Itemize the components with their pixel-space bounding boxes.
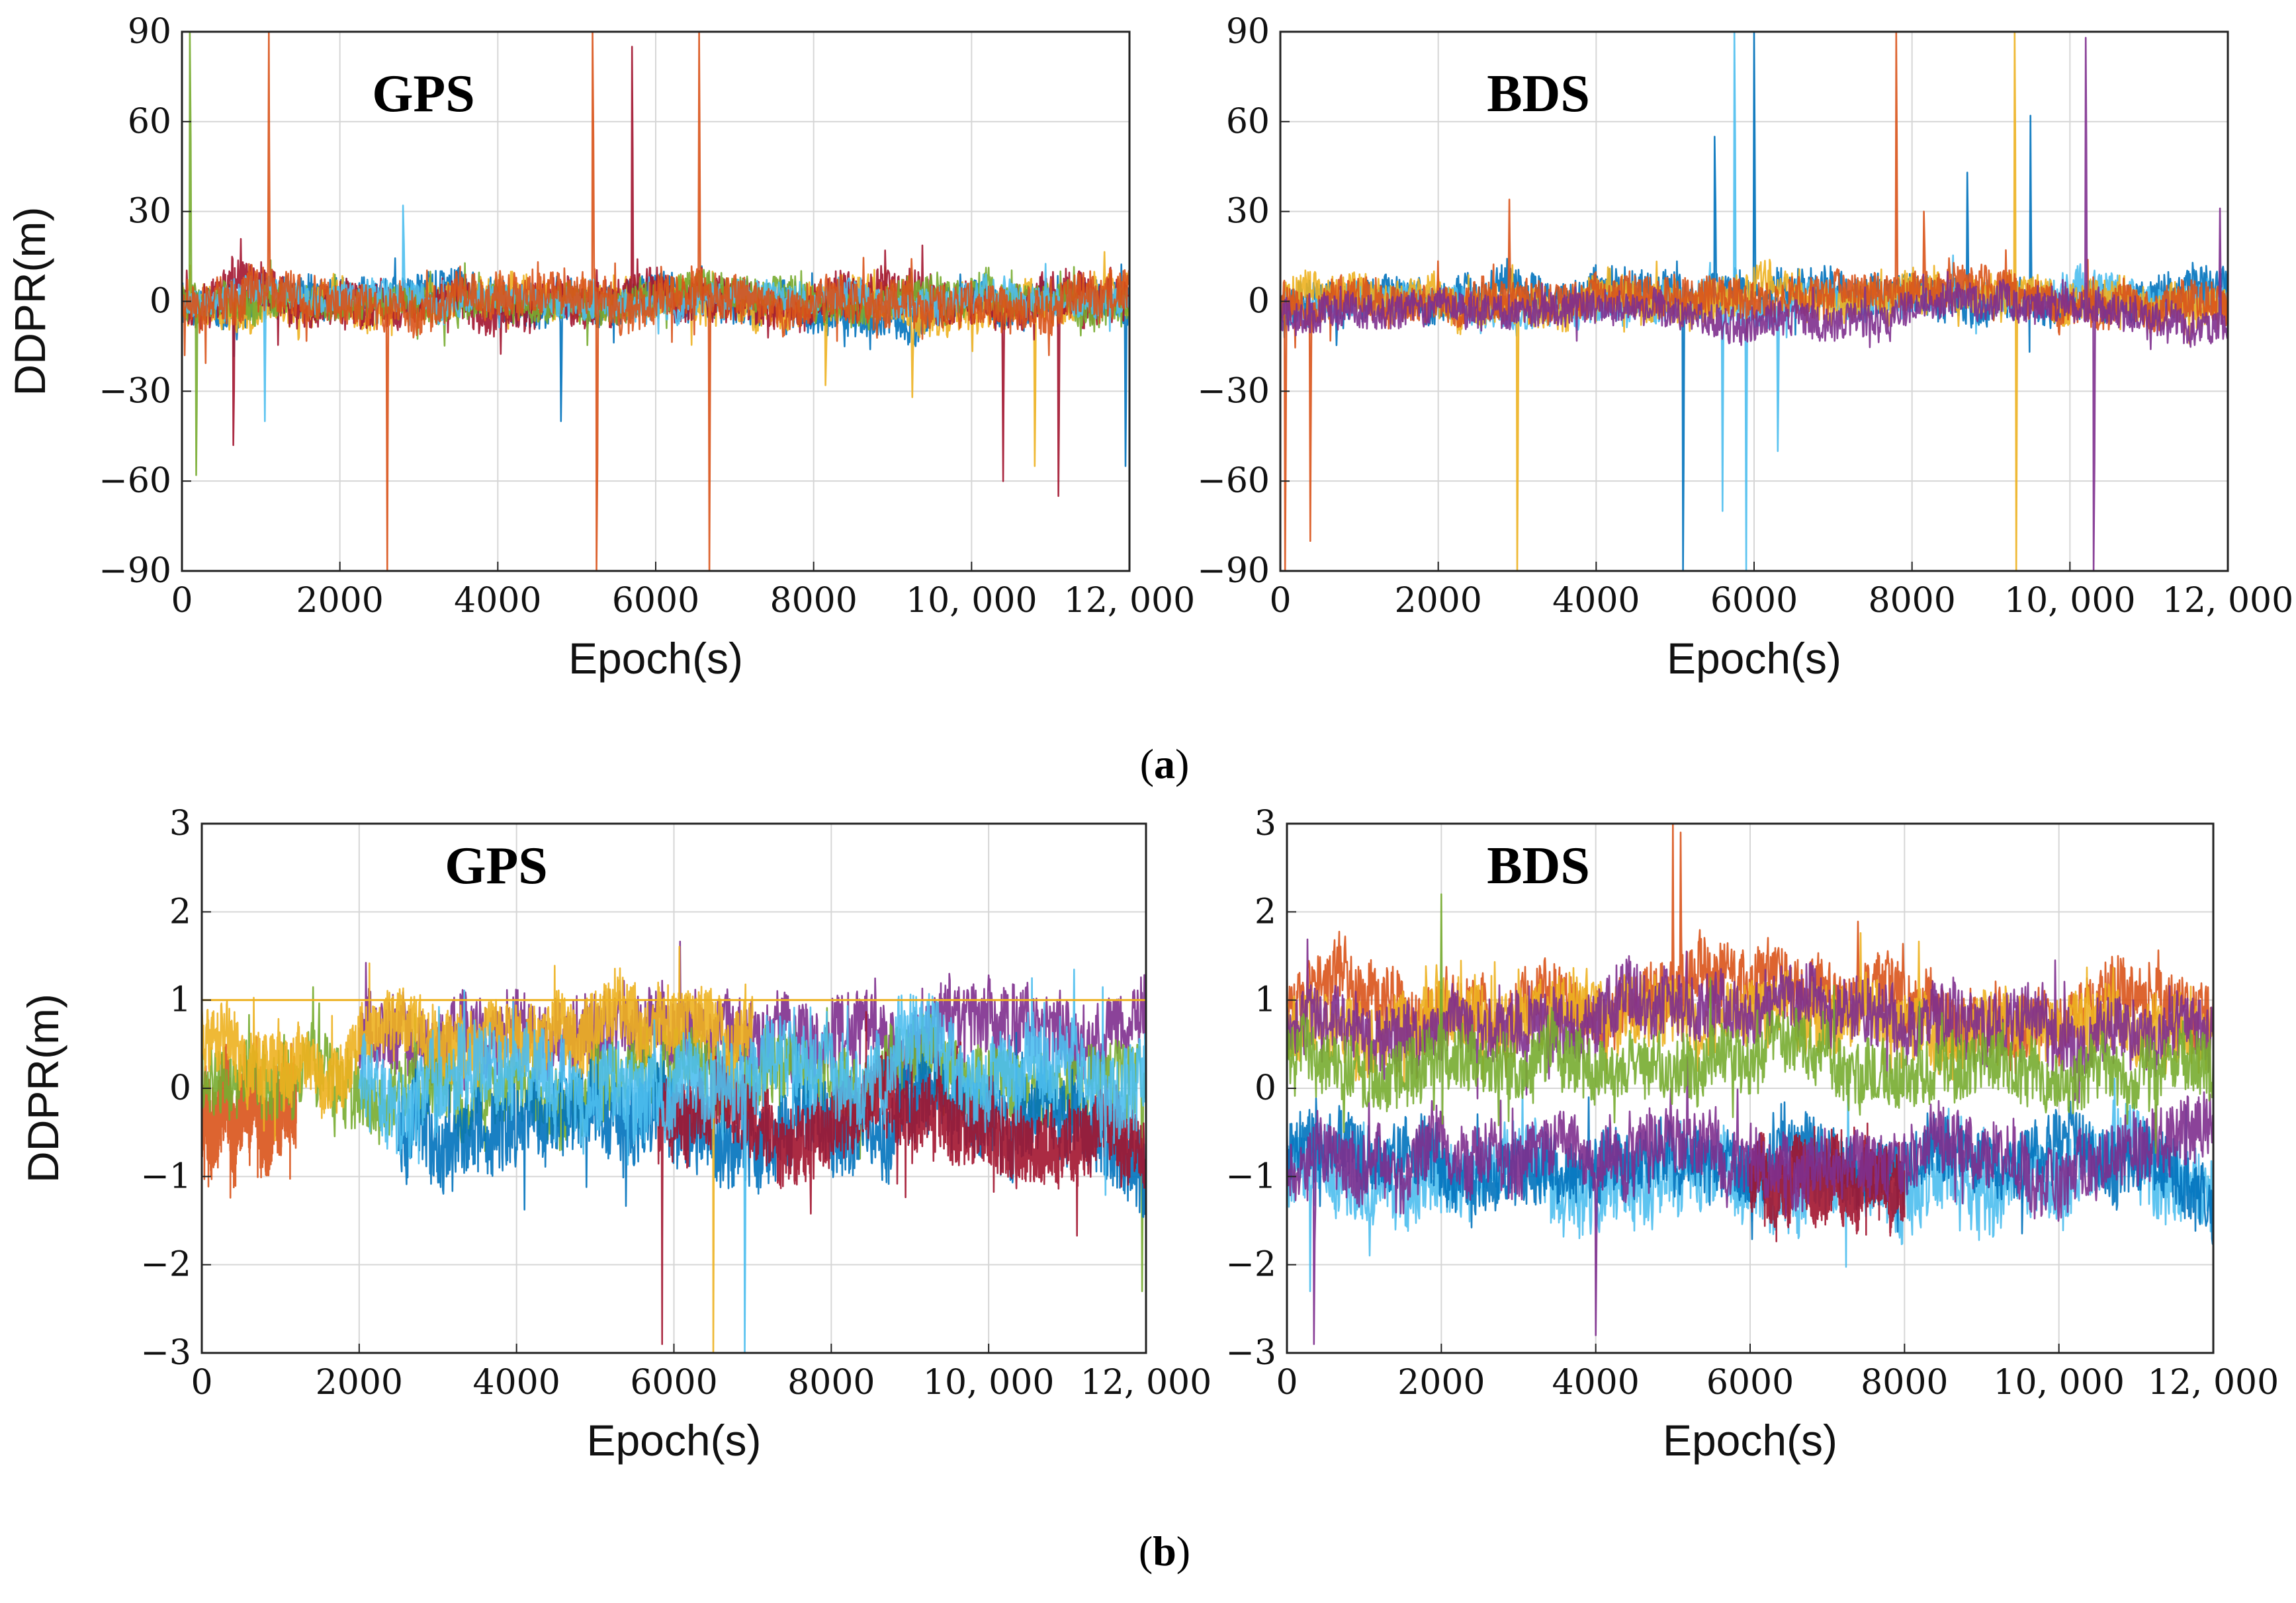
panel-title: GPS (372, 65, 475, 123)
x-tick-label-2: 4000 (1552, 581, 1640, 621)
series-sat-5 (1280, 36, 2228, 571)
caption-a: (a) (1140, 740, 1190, 787)
y-tick-label-1: −2 (1225, 1245, 1276, 1285)
x-axis-label: Epoch(s) (568, 634, 743, 683)
x-axis-label: Epoch(s) (586, 1416, 761, 1465)
y-tick-label-4: 30 (1226, 192, 1270, 232)
y-tick-label-4: 1 (1255, 980, 1276, 1020)
x-tick-label-3: 6000 (1706, 1363, 1794, 1403)
y-tick-label-6: 90 (128, 12, 171, 52)
y-tick-label-3: 0 (1248, 282, 1270, 322)
chart-b-gps: 0 2000 4000 6000 8000 10, 000 12, 000 −3 −2 −1 0 1 2… (19, 804, 1212, 1465)
y-tick-label-1: −60 (1197, 461, 1270, 501)
chart-b-bds: 0 2000 4000 6000 8000 10, 000 12, 000 −3 −2 −1 0 1 2… (1225, 804, 2279, 1465)
x-tick-label-3: 6000 (630, 1363, 717, 1403)
x-tick-label-4: 8000 (787, 1363, 875, 1403)
y-tick-label-1: −2 (140, 1245, 191, 1285)
series-sat-7 (1287, 1056, 2213, 1345)
caption-a-letter: a (1154, 740, 1175, 787)
panels: 0 2000 4000 6000 8000 10, 000 12, 000−90−60−30… (5, 12, 2293, 1465)
series-sat-7 (358, 969, 1146, 1353)
y-tick-label-2: −30 (1197, 371, 1270, 411)
caption-a-close: ) (1175, 740, 1189, 787)
x-axis-label: Epoch(s) (1667, 634, 1841, 683)
x-tick-label-3: 6000 (612, 581, 699, 621)
caption-b-open: ( (1139, 1528, 1153, 1575)
x-tick-label-5: 10, 000 (923, 1363, 1054, 1403)
series-sat-8 (1287, 893, 2213, 1154)
y-tick-label-3: 0 (169, 1068, 191, 1108)
y-tick-label-3: 0 (150, 282, 171, 322)
x-tick-label-4: 8000 (770, 581, 857, 621)
y-tick-label-5: 60 (1226, 102, 1270, 142)
x-tick-label-5: 10, 000 (906, 581, 1037, 621)
y-tick-label-0: −3 (140, 1333, 191, 1373)
y-axis-label: DDPR(m) (5, 207, 54, 396)
y-tick-label-4: 1 (169, 980, 191, 1020)
x-tick-label-0: 0 (1269, 581, 1291, 621)
series-sat-6 (182, 32, 1129, 571)
x-tick-label-3: 6000 (1710, 581, 1798, 621)
y-tick-label-3: 0 (1255, 1068, 1276, 1108)
y-tick-label-2: −30 (99, 371, 171, 411)
y-tick-label-6: 90 (1226, 12, 1270, 52)
y-tick-label-6: 3 (1255, 804, 1276, 844)
y-tick-label-2: −1 (140, 1156, 191, 1196)
series-sat-1 (202, 1036, 297, 1199)
y-tick-label-2: −1 (1225, 1156, 1276, 1196)
panel-title: GPS (445, 837, 548, 895)
caption-a-open: ( (1140, 740, 1154, 787)
x-tick-label-2: 4000 (1552, 1363, 1639, 1403)
x-tick-label-5: 10, 000 (2004, 581, 2135, 621)
y-tick-label-0: −90 (99, 551, 171, 591)
series-group (1287, 824, 2213, 1345)
x-tick-label-6: 12, 000 (2162, 581, 2293, 621)
x-tick-label-0: 0 (1276, 1363, 1298, 1403)
x-tick-label-2: 4000 (454, 581, 541, 621)
caption-b: (b) (1139, 1528, 1190, 1575)
y-axis-label: DDPR(m) (19, 994, 67, 1183)
x-tick-label-1: 2000 (1394, 581, 1481, 621)
series-group (182, 32, 1129, 571)
caption-b-close: ) (1176, 1528, 1190, 1575)
chart-a-bds: 0 2000 4000 6000 8000 10, 000 12, 000 −90 −60 −30… (1197, 12, 2293, 683)
x-tick-label-1: 2000 (316, 1363, 403, 1403)
y-tick-label-5: 2 (169, 892, 191, 931)
series-group (202, 940, 1146, 1353)
panel-title: BDS (1487, 837, 1590, 895)
y-tick-label-5: 2 (1255, 892, 1276, 931)
y-tick-label-5: 60 (128, 102, 171, 142)
x-tick-label-4: 8000 (1861, 1363, 1948, 1403)
y-tick-label-0: −90 (1197, 551, 1270, 591)
x-tick-label-5: 10, 000 (1993, 1363, 2124, 1403)
y-tick-label-0: −3 (1225, 1333, 1276, 1373)
x-tick-label-4: 8000 (1868, 581, 1955, 621)
series-sat-5 (657, 1003, 1146, 1345)
x-tick-label-0: 0 (191, 1363, 212, 1403)
x-tick-label-1: 2000 (296, 581, 383, 621)
x-tick-label-0: 0 (171, 581, 193, 621)
caption-b-letter: b (1153, 1528, 1176, 1575)
panel-title: BDS (1487, 65, 1590, 123)
series-group (1280, 32, 2228, 571)
chart-a-gps: 0 2000 4000 6000 8000 10, 000 12, 000 −90 −60 −30… (5, 12, 1195, 683)
x-tick-label-6: 12, 000 (2148, 1363, 2279, 1403)
x-tick-label-6: 12, 000 (1064, 581, 1195, 621)
series-sat-6 (202, 945, 754, 1353)
y-tick-label-1: −60 (99, 461, 171, 501)
x-tick-label-1: 2000 (1397, 1363, 1485, 1403)
y-tick-label-6: 3 (169, 804, 191, 844)
x-tick-label-6: 12, 000 (1081, 1363, 1212, 1403)
x-axis-label: Epoch(s) (1663, 1416, 1837, 1465)
x-tick-label-2: 4000 (472, 1363, 560, 1403)
y-tick-label-4: 30 (128, 192, 171, 232)
